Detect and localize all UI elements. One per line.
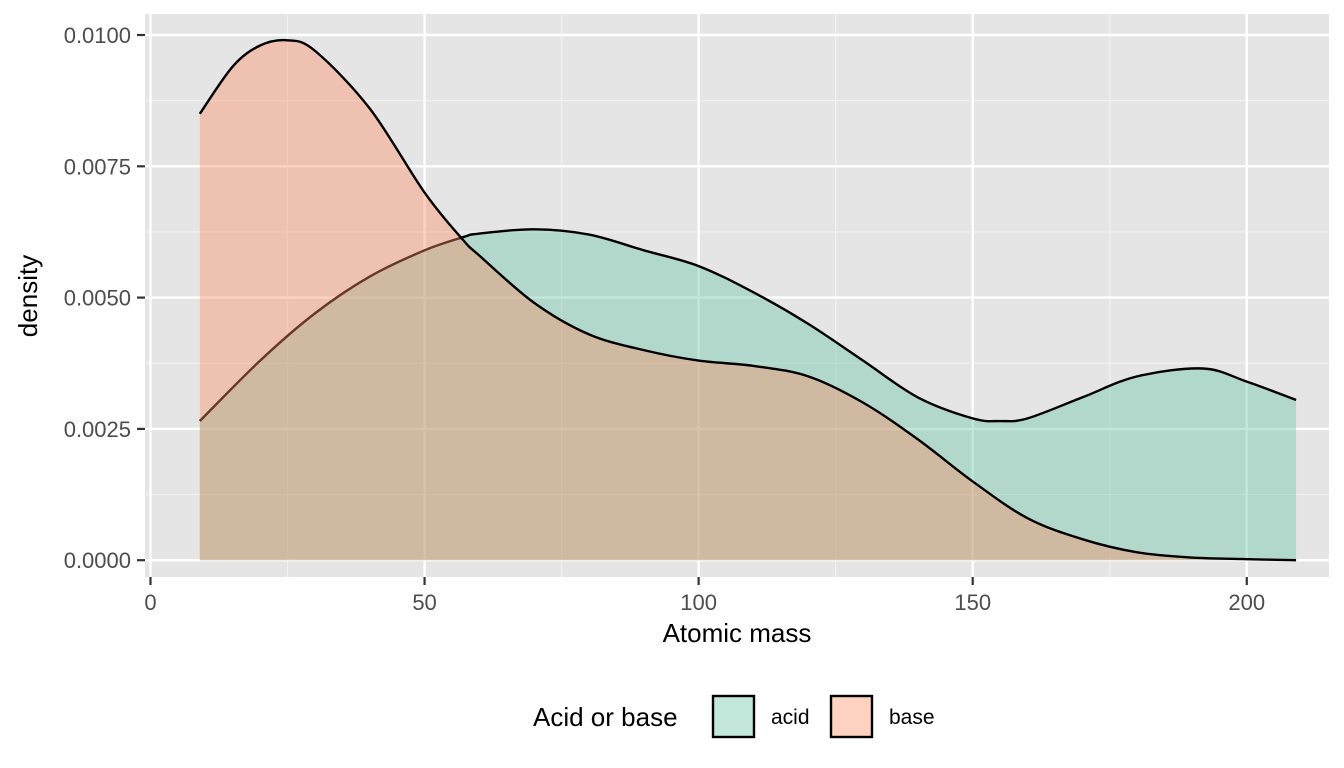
density-area-base: [199, 40, 1297, 561]
y-tick-label: 0.0100: [64, 23, 131, 48]
y-tick-label: 0.0050: [64, 286, 131, 311]
x-tick-label: 150: [954, 590, 991, 615]
y-tick-label: 0.0075: [64, 154, 131, 179]
legend-title: Acid or base: [533, 702, 678, 732]
legend-label-base: base: [889, 706, 935, 729]
legend-keys: acid base: [711, 694, 935, 739]
legend-label-acid: acid: [771, 706, 810, 729]
x-axis-title: Atomic mass: [663, 618, 812, 648]
major-gridlines: [145, 14, 1329, 577]
y-tick-label: 0.0025: [64, 417, 131, 442]
x-tick-label: 100: [680, 590, 717, 615]
legend-key-base: [829, 694, 874, 739]
x-tick-label: 50: [412, 590, 436, 615]
legend-key-acid: [711, 694, 756, 739]
legend: Acid or base acid base: [533, 694, 935, 739]
density-line-acid: [198, 228, 1297, 423]
y-axis: 0.0000 0.0025 0.0050 0.0075 0.0100: [64, 23, 145, 573]
density-area-acid: [199, 229, 1297, 561]
panel-background: [145, 14, 1329, 577]
density-areas: [198, 38, 1297, 562]
x-axis: 0 50 100 150 200: [144, 577, 1265, 615]
y-axis-title: density: [13, 255, 43, 337]
legend-key-bg-acid: [713, 696, 754, 737]
density-line-base: [198, 38, 1297, 562]
y-tick-label: 0.0000: [64, 548, 131, 573]
x-tick-label: 200: [1228, 590, 1265, 615]
legend-key-bg-base: [831, 696, 872, 737]
x-tick-label: 0: [144, 590, 156, 615]
